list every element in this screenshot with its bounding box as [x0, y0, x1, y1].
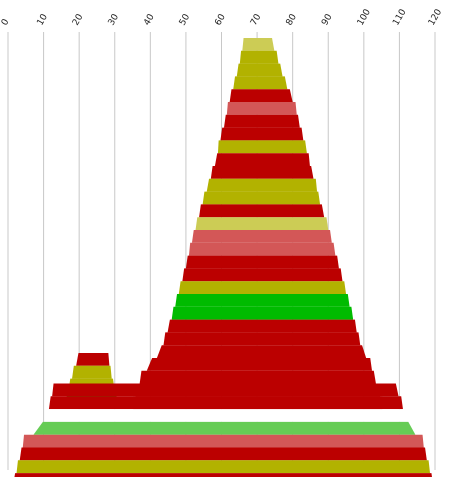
band-main-peak-12 [202, 191, 321, 205]
band-main-peak-4 [229, 89, 293, 102]
band-main-peak-19 [178, 281, 347, 294]
band-main-peak-2 [236, 63, 283, 77]
x-tick-label: 100 [356, 7, 373, 27]
band-base-0 [52, 383, 399, 397]
x-tick-label: 30 [107, 12, 122, 27]
x-tick-label: 110 [391, 7, 408, 27]
band-base-4 [22, 434, 424, 448]
x-tick-label: 60 [213, 12, 228, 27]
band-main-peak-14 [195, 217, 329, 230]
band-small-peak-1 [72, 365, 112, 379]
band-main-peak-8 [217, 140, 307, 154]
x-tick-labels: 0 10 20 30 40 50 60 70 80 90 100 110 120 [0, 7, 444, 27]
x-tick-label: 0 [0, 17, 12, 27]
x-tick-label: 80 [285, 12, 300, 27]
band-base-5 [19, 447, 427, 461]
band-main-peak-5 [226, 102, 297, 115]
band-main-peak-3 [233, 76, 288, 90]
band-main-peak-25 [146, 358, 373, 371]
band-main-peak-20 [175, 294, 350, 307]
band-main-peak-6 [223, 114, 300, 128]
x-tick-label: 20 [71, 12, 86, 27]
x-tick-label: 90 [320, 12, 335, 27]
band-base-3 [33, 421, 416, 435]
band-main-peak-23 [163, 332, 361, 346]
band-main-peak-17 [185, 255, 339, 269]
band-main-peak-13 [199, 204, 325, 218]
band-main-peak-24 [156, 345, 367, 358]
band-main-peak-7 [220, 127, 304, 141]
band-main-peak-1 [239, 50, 279, 64]
band-main-peak-26 [139, 370, 376, 384]
band-base-1 [48, 396, 403, 410]
band-base-2 [45, 409, 407, 422]
x-tick-label: 40 [142, 12, 157, 27]
x-tick-label: 50 [178, 12, 193, 27]
series-main-peak [133, 38, 383, 410]
x-tick-label: 70 [249, 12, 264, 27]
band-main-peak-22 [167, 319, 357, 333]
band-main-peak-15 [191, 230, 332, 243]
band-main-peak-21 [171, 306, 354, 320]
x-tick-label: 120 [427, 7, 444, 27]
band-main-peak-10 [210, 166, 314, 179]
band-base-7 [14, 473, 432, 477]
band-main-peak-16 [188, 242, 336, 256]
x-tick-label: 10 [36, 12, 51, 27]
band-main-peak-0 [242, 38, 275, 51]
series-base [14, 383, 432, 477]
band-main-peak-18 [182, 268, 343, 282]
band-main-peak-9 [214, 153, 310, 166]
bands-group [14, 38, 432, 477]
band-base-6 [16, 460, 431, 474]
band-small-peak-0 [76, 353, 110, 366]
band-main-peak-11 [206, 178, 318, 192]
